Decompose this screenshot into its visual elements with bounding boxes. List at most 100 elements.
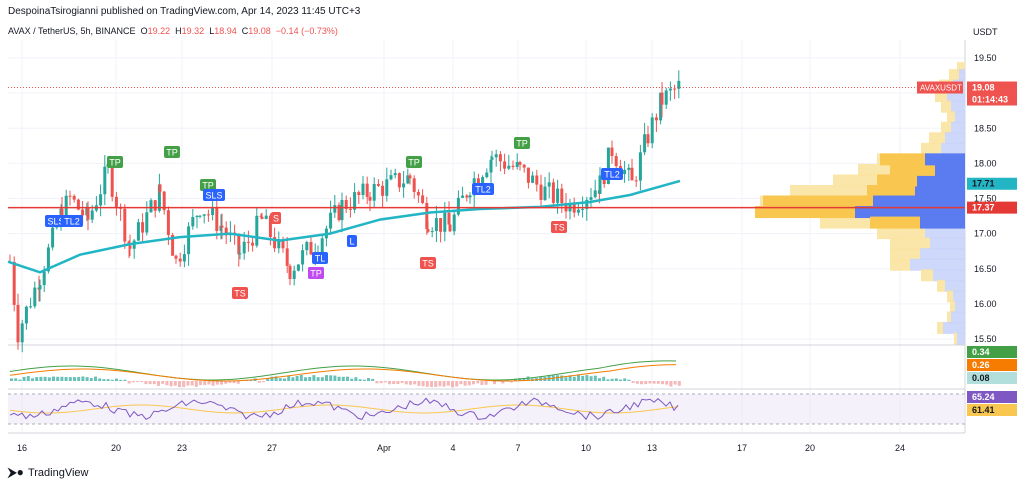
profile-bar-strong xyxy=(877,174,917,187)
candle-body xyxy=(368,196,372,201)
brand-name[interactable]: TradingView xyxy=(27,466,89,479)
profile-bar-strong xyxy=(925,153,965,166)
time-tick-label: 4 xyxy=(450,443,455,453)
candle-body xyxy=(589,197,593,200)
candle-body xyxy=(320,238,324,253)
candle-body xyxy=(412,178,416,192)
histogram-bar xyxy=(388,381,391,385)
candle-body xyxy=(191,217,195,227)
candle-body xyxy=(406,175,410,184)
candle-body xyxy=(522,164,526,168)
signal-label: TP xyxy=(310,269,322,279)
histogram-bar xyxy=(585,375,589,381)
rsi-band xyxy=(8,394,965,424)
price-tick-label: 16.00 xyxy=(974,299,997,309)
profile-bar xyxy=(950,300,955,313)
candle-body xyxy=(251,242,255,246)
candle-body xyxy=(187,226,191,255)
histogram-bar xyxy=(194,381,198,387)
signal-badge xyxy=(200,179,216,191)
candle-body xyxy=(333,205,337,213)
candle-body xyxy=(654,117,658,121)
histogram-bar xyxy=(312,375,316,381)
histogram-bar xyxy=(593,375,597,381)
signal-badge xyxy=(61,215,83,227)
symbol-name[interactable]: AVAX / TetherUS, 5h, BINANCE xyxy=(8,26,136,36)
ticker-tag: AVAXUSDT xyxy=(920,84,962,93)
time-tick-label: 7 xyxy=(515,443,520,453)
candle-body xyxy=(448,224,452,232)
histogram-bar xyxy=(371,378,375,381)
time-tick-label: 27 xyxy=(267,443,277,453)
histogram-bar xyxy=(614,378,618,381)
candle-body xyxy=(273,237,277,249)
candle-body xyxy=(539,184,543,200)
rsi-b-tag-bg xyxy=(967,404,1017,416)
candle-body xyxy=(494,154,498,158)
histogram-bar xyxy=(421,381,425,387)
histogram-bar xyxy=(509,381,513,383)
countdown-tag-bg xyxy=(967,93,1017,106)
histogram-bar xyxy=(98,378,102,381)
candle-body xyxy=(526,167,530,183)
histogram-bar xyxy=(484,381,488,385)
profile-bar xyxy=(933,269,965,282)
histogram-bar xyxy=(236,381,240,384)
histogram-bar xyxy=(123,379,127,381)
profile-bar-strong xyxy=(920,216,965,229)
signal-badge xyxy=(308,267,324,279)
candle-body xyxy=(145,212,149,233)
histogram-bar xyxy=(598,378,601,381)
candle-body xyxy=(376,184,380,186)
histogram-bar xyxy=(493,381,496,385)
histogram-bar xyxy=(127,381,131,384)
histogram-bar xyxy=(304,377,307,381)
profile-bar xyxy=(890,248,920,261)
histogram-bar xyxy=(640,381,643,385)
countdown-tag: 01:14:43 xyxy=(972,95,1008,105)
histogram-bar xyxy=(526,376,530,381)
change-value: −0.14 (−0.73%) xyxy=(275,26,338,36)
tradingview-logo-icon[interactable]: ⮞● xyxy=(8,465,24,479)
histogram-bar xyxy=(203,381,207,386)
candle-body xyxy=(507,165,511,169)
histogram-bar xyxy=(413,381,417,385)
candle-body xyxy=(237,234,241,255)
ticker-tag-bg xyxy=(917,81,963,94)
histogram-bar xyxy=(274,376,278,381)
profile-bar xyxy=(921,269,933,282)
histogram-bar xyxy=(480,381,484,385)
signal-badge xyxy=(347,235,357,247)
candle-body xyxy=(630,167,634,181)
candle-body xyxy=(51,227,55,248)
histogram-bar xyxy=(677,381,681,386)
candle-body xyxy=(29,306,33,308)
histogram-bar xyxy=(329,375,333,381)
candle-body xyxy=(585,199,589,209)
candle-body xyxy=(68,195,72,197)
signal-label: TP xyxy=(516,139,528,149)
candle-body xyxy=(393,173,397,176)
signal-label: TL2 xyxy=(64,217,80,227)
signal-badge xyxy=(420,257,436,269)
candle-body xyxy=(292,270,296,279)
candle-body xyxy=(301,250,305,265)
candle-body xyxy=(481,177,485,184)
price-tick-label: 17.00 xyxy=(974,229,997,239)
candle-body xyxy=(20,323,24,343)
candle-body xyxy=(576,209,580,213)
signal-badge xyxy=(472,183,494,195)
candle-body xyxy=(518,162,522,165)
signal-label: S xyxy=(273,214,279,224)
candle-body xyxy=(215,207,219,231)
histogram-bar xyxy=(367,378,370,381)
histogram-bar xyxy=(673,381,677,385)
histogram-bar xyxy=(354,377,358,381)
candle-body xyxy=(627,167,631,170)
candle-body xyxy=(593,190,597,198)
histogram-bar xyxy=(619,379,622,381)
candle-body xyxy=(195,216,199,218)
signal-badge xyxy=(312,252,328,264)
candle-body xyxy=(285,248,289,266)
